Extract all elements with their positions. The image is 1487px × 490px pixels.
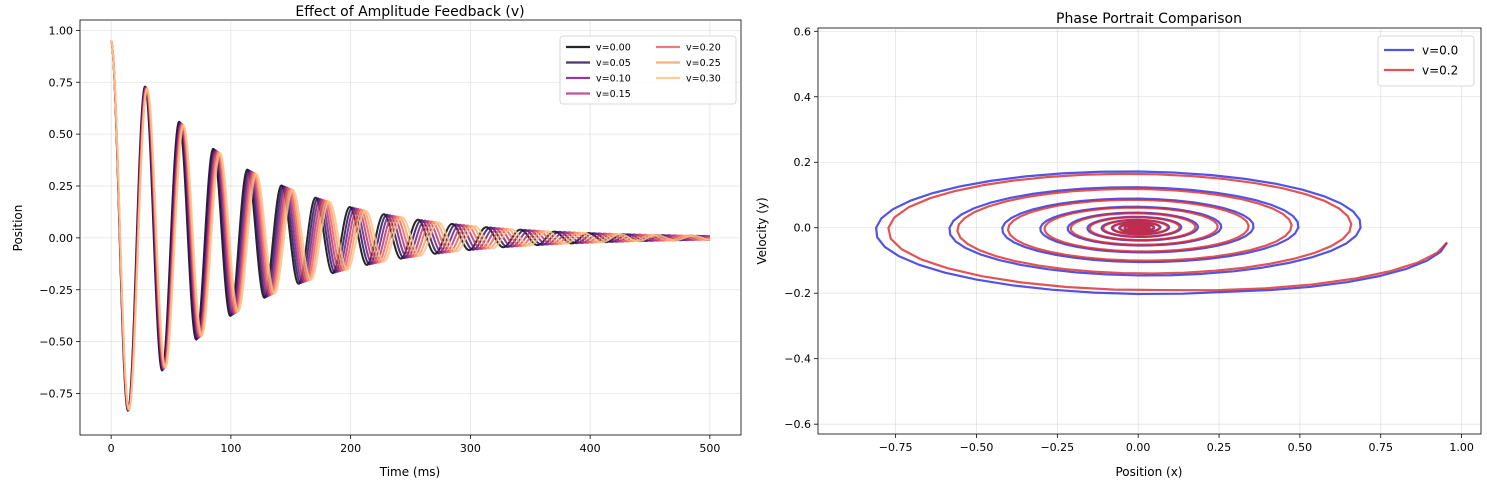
phase-y-tick-label: −0.2 <box>784 287 811 300</box>
phase-x-tick-label: 0.75 <box>1368 441 1393 454</box>
legend-label-v=0.15: v=0.15 <box>596 89 631 100</box>
phase-portrait-grid <box>818 28 1481 434</box>
phase-legend-label-v=0.0: v=0.0 <box>1422 44 1458 58</box>
phase-y-tick-label: −0.4 <box>784 353 811 366</box>
time-series-x-tick-label: 300 <box>460 442 481 455</box>
time-series-y-tick-label: 0.00 <box>49 232 74 245</box>
phase-y-tick-label: 0.6 <box>794 25 812 38</box>
time-series-legend: v=0.00 v=0.05 v=0.10 v=0.15 v=0.20 v=0.25 v=0.… <box>559 35 737 105</box>
time-series-y-tick-label: −0.25 <box>39 284 73 297</box>
phase-y-tick-label: 0.0 <box>794 222 812 235</box>
time-series-panel: 0 100 200 300 400 500 −0.75 −0.50 −0.25 0.00 0.25 0… <box>11 4 742 479</box>
legend-label-v=0.00: v=0.00 <box>596 43 631 54</box>
time-series-y-tick-label: 1.00 <box>49 24 74 37</box>
phase-portrait-panel: −0.75 −0.50 −0.25 0.00 0.25 0.50 0.75 1.00 −0.6 −… <box>755 11 1482 479</box>
time-series-lines <box>110 40 711 412</box>
time-series-legend-box <box>559 35 737 105</box>
time-series-x-tick-label: 500 <box>699 442 720 455</box>
time-series-y-tick-label: −0.50 <box>39 336 73 349</box>
phase-x-tick-label: 0.00 <box>1126 441 1151 454</box>
phase-portrait-xlabel: Position (x) <box>1115 465 1182 479</box>
series-line-v=0.20 <box>110 40 711 411</box>
phase-portrait-legend: v=0.0 v=0.2 <box>1377 35 1475 87</box>
phase-x-tick-label: 0.50 <box>1288 441 1313 454</box>
series-line-v=0.30 <box>110 40 711 411</box>
time-series-ticks: 0 100 200 300 400 500 −0.75 −0.50 −0.25 0.00 0.25 0… <box>39 24 720 455</box>
legend-label-v=0.30: v=0.30 <box>686 74 721 85</box>
phase-x-tick-label: −0.75 <box>879 441 913 454</box>
phase-legend-label-v=0.2: v=0.2 <box>1422 64 1458 78</box>
time-series-y-tick-label: 0.25 <box>49 180 74 193</box>
phase-portrait-title: Phase Portrait Comparison <box>1056 11 1242 27</box>
phase-line-v=0.2 <box>887 172 1448 292</box>
time-series-x-tick-label: 400 <box>580 442 601 455</box>
phase-y-tick-label: −0.6 <box>784 418 811 431</box>
legend-label-v=0.25: v=0.25 <box>686 58 721 69</box>
time-series-xlabel: Time (ms) <box>379 465 441 479</box>
time-series-x-tick-label: 100 <box>220 442 241 455</box>
series-line-v=0.25 <box>110 40 711 411</box>
time-series-x-tick-label: 0 <box>108 442 115 455</box>
phase-portrait-ticks: −0.75 −0.50 −0.25 0.00 0.25 0.50 0.75 1.00 −0.6 −… <box>784 25 1474 454</box>
phase-portrait-ylabel: Velocity (y) <box>755 197 769 264</box>
time-series-y-tick-label: 0.75 <box>49 76 74 89</box>
time-series-ylabel: Position <box>11 205 25 252</box>
time-series-y-tick-label: −0.75 <box>39 388 73 401</box>
phase-x-tick-label: 1.00 <box>1449 441 1474 454</box>
legend-label-v=0.20: v=0.20 <box>686 43 721 54</box>
time-series-y-tick-label: 0.50 <box>49 128 74 141</box>
time-series-x-tick-label: 200 <box>340 442 361 455</box>
phase-x-tick-label: −0.50 <box>960 441 994 454</box>
legend-label-v=0.10: v=0.10 <box>596 74 631 85</box>
phase-x-tick-label: 0.25 <box>1207 441 1232 454</box>
phase-legend-box <box>1377 35 1475 87</box>
phase-y-tick-label: 0.2 <box>794 156 812 169</box>
phase-x-tick-label: −0.25 <box>1040 441 1074 454</box>
phase-y-tick-label: 0.4 <box>794 91 812 104</box>
legend-label-v=0.05: v=0.05 <box>596 58 631 69</box>
time-series-title: Effect of Amplitude Feedback (v) <box>295 4 524 20</box>
phase-portrait-lines <box>875 170 1448 296</box>
